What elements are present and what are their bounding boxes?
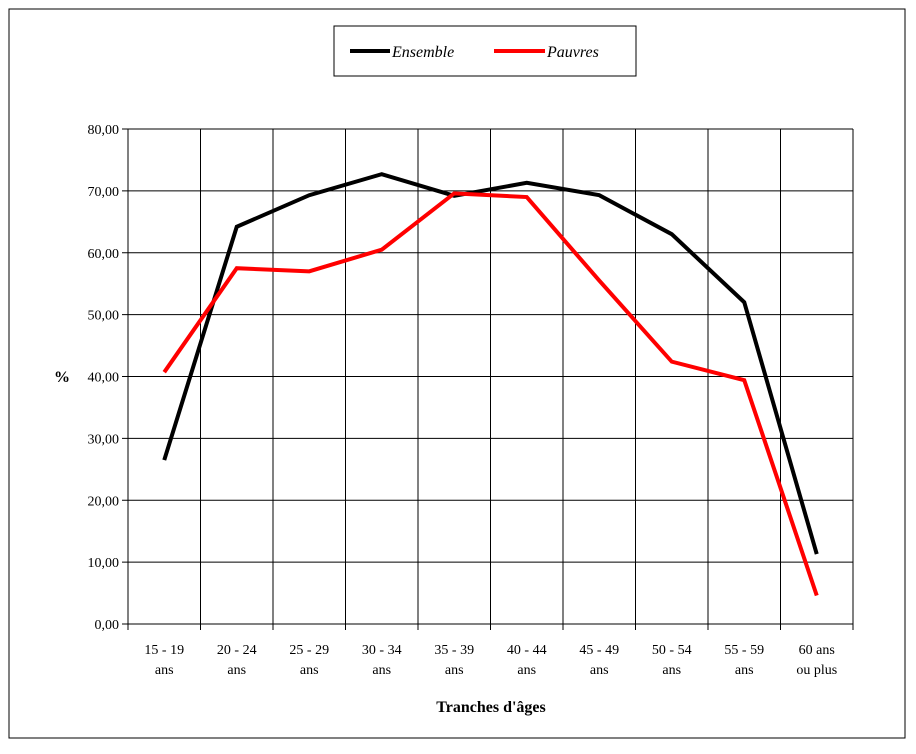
y-tick-label: 40,00 — [88, 371, 120, 386]
x-tick-label: 35 - 39 — [434, 643, 474, 658]
series-line-ensemble — [162, 172, 819, 555]
chart-border — [8, 8, 906, 739]
legend-label-pauvres: Pauvres — [546, 44, 599, 61]
legend: Ensemble Pauvres — [333, 25, 637, 77]
y-tick-labels: 0,00 10,00 20,00 30,00 40,00 50,00 60,00 70,00 8… — [88, 123, 120, 633]
x-tick-label: 25 - 29 — [289, 643, 329, 658]
x-tick-label: 60 ans — [799, 643, 835, 658]
x-tick-label: ans — [662, 663, 681, 678]
x-tick-label: 45 - 49 — [579, 643, 619, 658]
x-tick-label: ans — [155, 663, 174, 678]
x-tick-label: ans — [372, 663, 391, 678]
x-tick-label: ans — [735, 663, 754, 678]
legend-label-ensemble: Ensemble — [391, 44, 454, 61]
series-line-pauvres — [162, 191, 819, 597]
x-tick-label: 30 - 34 — [362, 643, 402, 658]
y-axis-title: % — [54, 369, 70, 386]
x-tick-label: 40 - 44 — [507, 643, 547, 658]
y-tick-label: 20,00 — [88, 494, 120, 509]
x-axis-title: Tranches d'âges — [436, 699, 545, 716]
x-tick-label: ou plus — [796, 663, 837, 678]
y-tick-label: 30,00 — [88, 432, 120, 447]
x-tick-label: 20 - 24 — [217, 643, 257, 658]
x-tick-label: ans — [300, 663, 319, 678]
y-tick-label: 60,00 — [88, 247, 120, 262]
x-tick-labels: 15 - 19 ans 20 - 24 ans 25 - 29 ans 30 - 34 ans… — [144, 643, 837, 678]
y-tick-label: 70,00 — [88, 185, 120, 200]
y-tick-label: 0,00 — [95, 618, 120, 633]
x-tick-label: 55 - 59 — [724, 643, 764, 658]
x-tick-label: ans — [590, 663, 609, 678]
x-tick-label: 15 - 19 — [144, 643, 184, 658]
series-lines — [162, 172, 819, 597]
x-tick-label: 50 - 54 — [652, 643, 692, 658]
x-tick-label: ans — [445, 663, 464, 678]
y-tick-label: 10,00 — [88, 556, 120, 571]
x-tick-label: ans — [227, 663, 246, 678]
y-tick-label: 80,00 — [88, 123, 120, 138]
x-tick-label: ans — [517, 663, 536, 678]
y-tick-label: 50,00 — [88, 309, 120, 324]
